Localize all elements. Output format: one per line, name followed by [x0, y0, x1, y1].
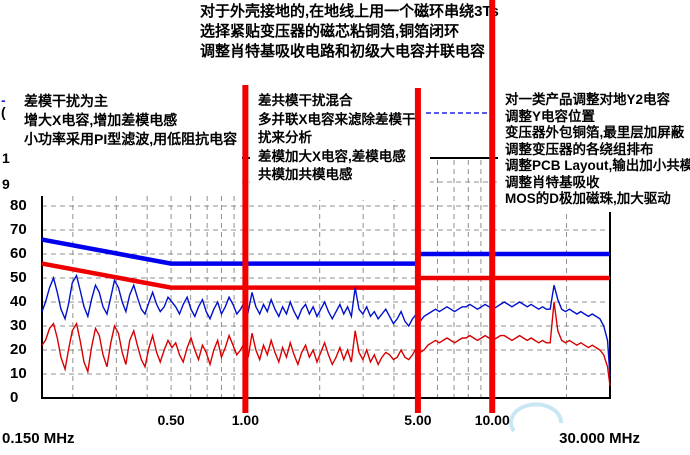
y-tick-label: 80 [10, 197, 27, 214]
x-tick-label: 5.00 [404, 412, 432, 428]
annotation-line: 变压器外包铜箔,最里层加屏蔽 [505, 125, 685, 140]
x-tick-label: 0.50 [157, 412, 185, 428]
annotation-line: 调整肖特基吸收电路和初级大电容并联电容 [200, 43, 486, 60]
annotation-line: 调整PCB Layout,输出加小共模 [505, 158, 690, 173]
annotation-block-right: 对一类产品调整对地Y2电容 调整Y电容位置 变压器外包铜箔,最里层加屏蔽 调整变… [498, 92, 690, 212]
annotation-line: 增大X电容,增加差模电感 [24, 112, 178, 128]
annotation-line: 调整肖特基吸收 [505, 174, 600, 190]
annotation-line: 差模加大X电容,差模电感 [258, 148, 406, 164]
annotation-block-middle: 差共模干扰混合 多并联X电容来滤除差模干 扰来分析 差模加大X电容,差模电感 共… [250, 92, 430, 200]
annotation-line: 扰来分析 [258, 130, 312, 145]
stray-fragment: ( [1, 104, 6, 120]
annotation-block-top: 对于外壳接地的,在地线上用一个磁环串绕3Ts 选择紧贴变压器的磁芯粘铜箔,铜箔闭… [197, 2, 502, 62]
y-tick-label: 10 [10, 365, 27, 382]
y-axis-clipped-label-90: 9 [2, 176, 10, 192]
y-tick-label: 60 [10, 245, 27, 262]
annotation-line: 共模加共模电感 [258, 167, 353, 182]
y-tick-label: 30 [10, 317, 27, 334]
annotation-line: 多并联X电容来滤除差模干 [258, 111, 416, 127]
annotation-block-left: 差模干扰为主 增大X电容,增加差模电感 小功率采用PI型滤波,用低阻抗电容 [13, 92, 242, 196]
annotation-line: MOS的D极加磁珠,加大驱动 [505, 191, 671, 206]
x-tick-label: 1.00 [231, 412, 259, 428]
annotation-line: 选择紧贴变压器的磁芯粘铜箔,铜箔闭环 [200, 23, 460, 40]
annotation-line: 小功率采用PI型滤波,用低阻抗电容 [24, 131, 238, 147]
av-trace-line [41, 301, 611, 387]
annotation-line: 调整变压器的各绕组排布 [505, 141, 654, 157]
annotation-line: 对于外壳接地的,在地线上用一个磁环串绕3Ts [200, 3, 499, 20]
annotation-line: 差共模干扰混合 [258, 93, 353, 108]
qp-limit-line [41, 237, 610, 266]
y-tick-label: 20 [10, 341, 27, 358]
qp-trace-line [41, 273, 611, 377]
annotation-line: 对一类产品调整对地Y2电容 [505, 92, 671, 107]
y-tick-label: 50 [10, 269, 27, 286]
watermark-arc [509, 402, 564, 433]
stray-fragment: - [1, 92, 6, 108]
y-tick-label: 70 [10, 221, 27, 238]
x-tick-label: 10.00 [474, 412, 510, 428]
annotation-line: 调整Y电容位置 [505, 108, 596, 124]
av-limit-line [41, 261, 610, 290]
annotation-line: 差模干扰为主 [24, 93, 108, 109]
y-axis-clipped-label-100: 1 [2, 150, 10, 166]
x-axis-start-label: 0.150 MHz [2, 430, 75, 447]
x-axis-end-label: 30.000 MHz [559, 430, 640, 447]
y-tick-label: 40 [10, 293, 27, 310]
y-tick-label: 0 [10, 389, 19, 406]
